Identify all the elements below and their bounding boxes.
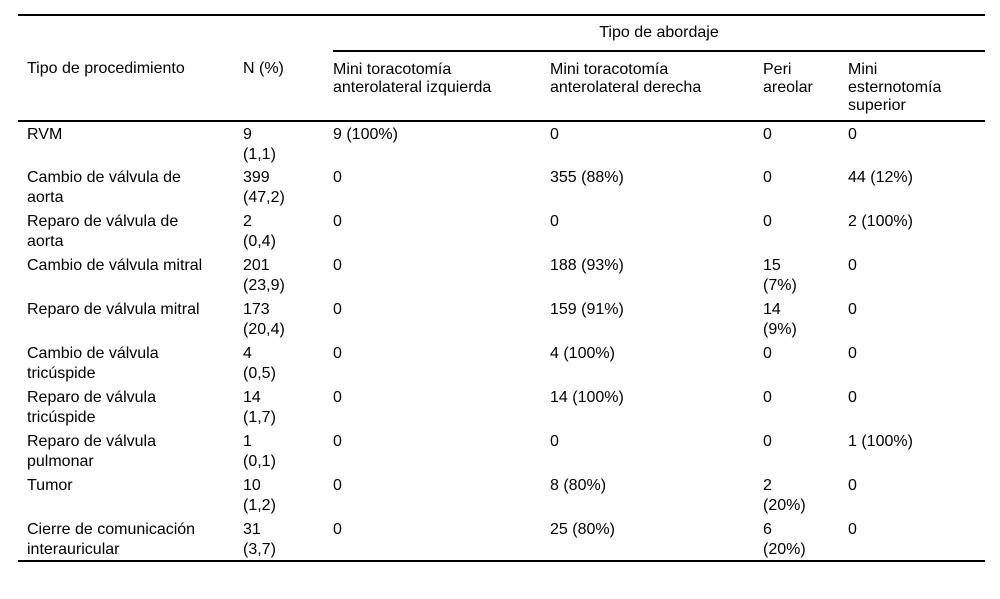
mini-toracotomia-derecha-cell: 8 (80%)	[550, 477, 607, 494]
span-header-tipo-de-abordaje: Tipo de abordaje	[333, 15, 985, 52]
procedures-table: Tipo de abordaje Tipo de procedimiento N…	[18, 14, 985, 562]
peri-areolar-cell: 0	[763, 169, 772, 186]
procedure-cell: Reparo de válvula mitral	[27, 301, 200, 318]
mini-esternotomia-superior-cell: 0	[848, 257, 857, 274]
span-header-row: Tipo de abordaje	[18, 15, 985, 52]
col-header-peri-areolar: Peri areolar	[763, 51, 848, 122]
peri-areolar-cell: 14 (9%)	[763, 301, 797, 338]
mini-toracotomia-izquierda-cell: 0	[333, 301, 342, 318]
mini-esternotomia-superior-cell: 1 (100%)	[848, 433, 913, 450]
mini-toracotomia-izquierda-cell: 0	[333, 257, 342, 274]
peri-areolar-cell: 2 (20%)	[763, 477, 806, 514]
table-row: Reparo de válvula mitral 173 (20,4) 0 159 (…	[18, 297, 985, 341]
mini-toracotomia-derecha-cell: 0	[550, 126, 559, 143]
mini-esternotomia-superior-cell: 0	[848, 517, 985, 562]
table-row: Cambio de válvula de aorta 399 (47,2) 0 355…	[18, 165, 985, 209]
mini-toracotomia-izquierda-cell: 0	[333, 477, 342, 494]
col-header-mini-toracotomia-derecha: Mini toracotomía anterolateral derecha	[550, 51, 763, 122]
col-header-mini-esternotomia-superior: Mini esternotomía superior	[848, 51, 985, 122]
mini-esternotomia-superior-cell: 0	[848, 126, 857, 143]
n-pct-cell: 2 (0,4)	[243, 213, 276, 250]
n-pct-cell: 9 (1,1)	[243, 126, 276, 163]
mini-toracotomia-izquierda-cell: 0	[333, 389, 342, 406]
col-header-tipo-de-procedimiento: Tipo de procedimiento	[18, 51, 243, 122]
peri-areolar-cell: 15 (7%)	[763, 257, 797, 294]
mini-toracotomia-izquierda-cell: 9 (100%)	[333, 126, 398, 143]
mini-toracotomia-derecha-cell: 0	[550, 213, 559, 230]
n-pct-cell: 4 (0,5)	[243, 345, 276, 382]
table-row: RVM 9 (1,1) 9 (100%) 0 0 0	[18, 121, 985, 165]
mini-esternotomia-superior-cell: 0	[848, 301, 857, 318]
mini-toracotomia-izquierda-cell: 0	[333, 345, 342, 362]
column-header-row: Tipo de procedimiento N (%) Mini toracot…	[18, 51, 985, 122]
mini-toracotomia-izquierda-cell: 0	[333, 213, 342, 230]
table-row: Reparo de válvula pulmonar 1 (0,1) 0 0 0 1 (1…	[18, 429, 985, 473]
page: Tipo de abordaje Tipo de procedimiento N…	[0, 14, 1000, 599]
table-row: Tumor 10 (1,2) 0 8 (80%) 2 (20%) 0	[18, 473, 985, 517]
table-row: Reparo de válvula tricúspide 14 (1,7) 0 14 …	[18, 385, 985, 429]
n-pct-cell: 10 (1,2)	[243, 477, 276, 514]
table-row: Cambio de válvula tricúspide 4 (0,5) 0 4 (1…	[18, 341, 985, 385]
procedure-cell: Reparo de válvula de aorta	[27, 213, 179, 250]
procedure-cell: RVM	[27, 126, 63, 143]
mini-toracotomia-derecha-cell: 0	[550, 433, 559, 450]
procedure-cell: Cambio de válvula de aorta	[27, 169, 181, 206]
mini-toracotomia-izquierda-cell: 0	[333, 517, 550, 562]
n-pct-cell: 14 (1,7)	[243, 389, 276, 426]
procedure-cell: Cambio de válvula mitral	[27, 257, 203, 274]
peri-areolar-cell: 0	[763, 389, 772, 406]
n-pct-cell: 173 (20,4)	[243, 301, 285, 338]
mini-toracotomia-izquierda-cell: 0	[333, 433, 342, 450]
procedure-cell: Reparo de válvula pulmonar	[27, 433, 156, 470]
table-row: Reparo de válvula de aorta 2 (0,4) 0 0 0 2 (1…	[18, 209, 985, 253]
n-pct-cell: 399 (47,2)	[243, 169, 285, 206]
procedure-cell: Cierre de comunicación interauricular	[18, 517, 243, 562]
table-row: Cierre de comunicación interauricular 31 …	[18, 517, 985, 562]
mini-toracotomia-derecha-cell: 188 (93%)	[550, 257, 624, 274]
peri-areolar-cell: 0	[763, 126, 772, 143]
mini-toracotomia-derecha-cell: 355 (88%)	[550, 169, 624, 186]
mini-toracotomia-derecha-cell: 4 (100%)	[550, 345, 615, 362]
mini-esternotomia-superior-cell: 0	[848, 477, 857, 494]
col-header-n-pct: N (%)	[243, 51, 333, 122]
col-header-mini-toracotomia-izquierda: Mini toracotomía anterolateral izquierda	[333, 51, 550, 122]
mini-toracotomia-derecha-cell: 25 (80%)	[550, 517, 763, 562]
procedure-cell: Reparo de válvula tricúspide	[27, 389, 156, 426]
mini-esternotomia-superior-cell: 0	[848, 345, 857, 362]
span-header-spacer	[18, 15, 333, 51]
peri-areolar-cell: 0	[763, 213, 772, 230]
n-pct-cell: 201 (23,9)	[243, 257, 285, 294]
peri-areolar-cell: 0	[763, 433, 772, 450]
peri-areolar-cell: 6 (20%)	[763, 517, 848, 562]
peri-areolar-cell: 0	[763, 345, 772, 362]
mini-toracotomia-derecha-cell: 159 (91%)	[550, 301, 624, 318]
table-row: Cambio de válvula mitral 201 (23,9) 0 188 (…	[18, 253, 985, 297]
procedure-cell: Tumor	[27, 477, 73, 494]
n-pct-cell: 1 (0,1)	[243, 433, 276, 470]
procedure-cell: Cambio de válvula tricúspide	[27, 345, 159, 382]
mini-toracotomia-izquierda-cell: 0	[333, 169, 342, 186]
table-body: RVM 9 (1,1) 9 (100%) 0 0 0 Cambio de válvula d…	[18, 121, 985, 562]
mini-toracotomia-derecha-cell: 14 (100%)	[550, 389, 624, 406]
table-head: Tipo de abordaje Tipo de procedimiento N…	[18, 15, 985, 122]
mini-esternotomia-superior-cell: 2 (100%)	[848, 213, 913, 230]
mini-esternotomia-superior-cell: 0	[848, 389, 857, 406]
mini-esternotomia-superior-cell: 44 (12%)	[848, 169, 913, 186]
n-pct-cell: 31 (3,7)	[243, 517, 333, 562]
